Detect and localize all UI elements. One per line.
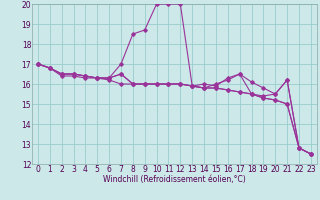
X-axis label: Windchill (Refroidissement éolien,°C): Windchill (Refroidissement éolien,°C) (103, 175, 246, 184)
